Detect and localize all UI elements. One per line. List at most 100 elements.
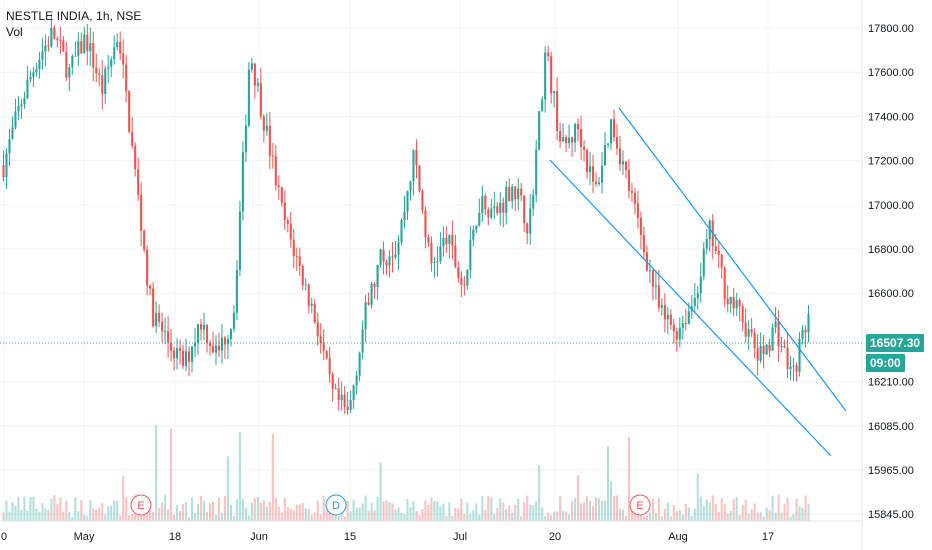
candle-body xyxy=(400,220,403,243)
candle-body xyxy=(514,186,517,199)
candle-body xyxy=(529,208,532,234)
channel-upper-line xyxy=(618,107,847,412)
candle-body xyxy=(325,350,328,359)
candle-body xyxy=(765,344,768,355)
candle-body xyxy=(167,331,170,343)
candle-body xyxy=(173,350,176,359)
channel-lower-line xyxy=(549,159,832,457)
candle-body xyxy=(499,202,502,214)
volume-bar xyxy=(358,507,361,521)
candle-body xyxy=(62,40,65,52)
candle-body xyxy=(152,288,155,327)
volume-bar xyxy=(436,501,439,521)
volume-bar xyxy=(759,512,762,521)
volume-bar xyxy=(511,512,514,521)
volume-bar xyxy=(693,508,696,521)
candle-body xyxy=(340,394,343,401)
candle-body xyxy=(214,345,218,353)
candle-body xyxy=(580,129,583,147)
candle-body xyxy=(220,337,224,351)
candle-body xyxy=(553,91,556,94)
volume-bar xyxy=(448,502,451,521)
candle-body xyxy=(244,125,247,153)
candle-body xyxy=(684,323,687,325)
candle-body xyxy=(250,63,253,70)
candle-body xyxy=(541,99,544,112)
candle-body xyxy=(762,345,765,355)
candle-body xyxy=(403,211,406,221)
volume-bar xyxy=(53,495,56,521)
volume-bar xyxy=(262,500,265,521)
candle-body xyxy=(702,248,705,277)
volume-bar xyxy=(367,510,370,521)
volume-bar xyxy=(804,495,807,521)
volume-bar xyxy=(104,514,107,521)
y-tick-label: 17000.00 xyxy=(868,200,914,212)
volume-bar xyxy=(110,505,113,521)
volume-bar xyxy=(738,514,741,521)
volume-bar xyxy=(217,497,221,521)
volume-bar xyxy=(586,496,589,521)
volume-bar xyxy=(708,502,711,521)
candle-body xyxy=(292,239,295,257)
volume-bar xyxy=(705,499,708,521)
earnings-marker[interactable]: E xyxy=(629,494,651,516)
candle-body xyxy=(732,296,735,309)
volume-bar xyxy=(167,509,170,521)
candle-body xyxy=(481,195,484,213)
candle-body xyxy=(490,208,493,218)
volume-bar xyxy=(412,501,415,521)
candle-body xyxy=(2,165,5,178)
candle-body xyxy=(322,343,325,351)
candle-body xyxy=(618,148,622,165)
x-tick-label: 20 xyxy=(549,531,561,543)
volume-bar xyxy=(214,514,218,521)
candle-body xyxy=(196,324,200,343)
candle-body xyxy=(149,285,152,289)
volume-bar xyxy=(77,511,80,521)
candle-body xyxy=(56,38,59,41)
volume-bar xyxy=(451,515,454,521)
volume-bar xyxy=(325,510,328,521)
candle-body xyxy=(609,119,613,144)
candle-body xyxy=(59,40,62,42)
volume-bar xyxy=(125,497,128,521)
volume-bar xyxy=(478,514,481,521)
volume-bar xyxy=(86,516,89,521)
candle-body xyxy=(774,321,777,328)
dividend-marker[interactable]: D xyxy=(325,494,347,516)
candle-body xyxy=(98,73,101,76)
candle-body xyxy=(798,338,801,372)
volume-bar xyxy=(588,500,592,521)
candle-body xyxy=(232,312,235,329)
volume-bar xyxy=(789,516,792,521)
candle-body xyxy=(358,352,361,376)
earnings-marker[interactable]: E xyxy=(130,494,152,516)
candle-body xyxy=(391,256,394,258)
candle-body xyxy=(663,304,666,320)
volume-bar xyxy=(220,512,224,521)
candle-body xyxy=(202,324,206,330)
candle-body xyxy=(571,137,574,143)
volume-bar xyxy=(627,437,630,521)
candle-body xyxy=(187,351,191,362)
volume-bar xyxy=(244,507,247,521)
x-tick-label: 17 xyxy=(762,531,774,543)
event-marker-circle xyxy=(130,494,152,516)
volume-bar xyxy=(253,497,256,521)
candle-body xyxy=(591,166,595,182)
candle-body xyxy=(472,229,475,240)
candle-body xyxy=(119,41,122,54)
candle-body xyxy=(759,345,762,361)
volume-bar xyxy=(541,507,544,521)
candle-body xyxy=(583,146,586,150)
candle-body xyxy=(274,156,277,186)
candle-body xyxy=(747,329,750,337)
volume-bar xyxy=(176,505,179,521)
candle-body xyxy=(771,327,774,351)
event-marker-circle xyxy=(629,494,651,516)
volume-bar xyxy=(657,498,660,521)
event-marker-label: D xyxy=(332,500,340,512)
volume-bar xyxy=(101,503,104,521)
